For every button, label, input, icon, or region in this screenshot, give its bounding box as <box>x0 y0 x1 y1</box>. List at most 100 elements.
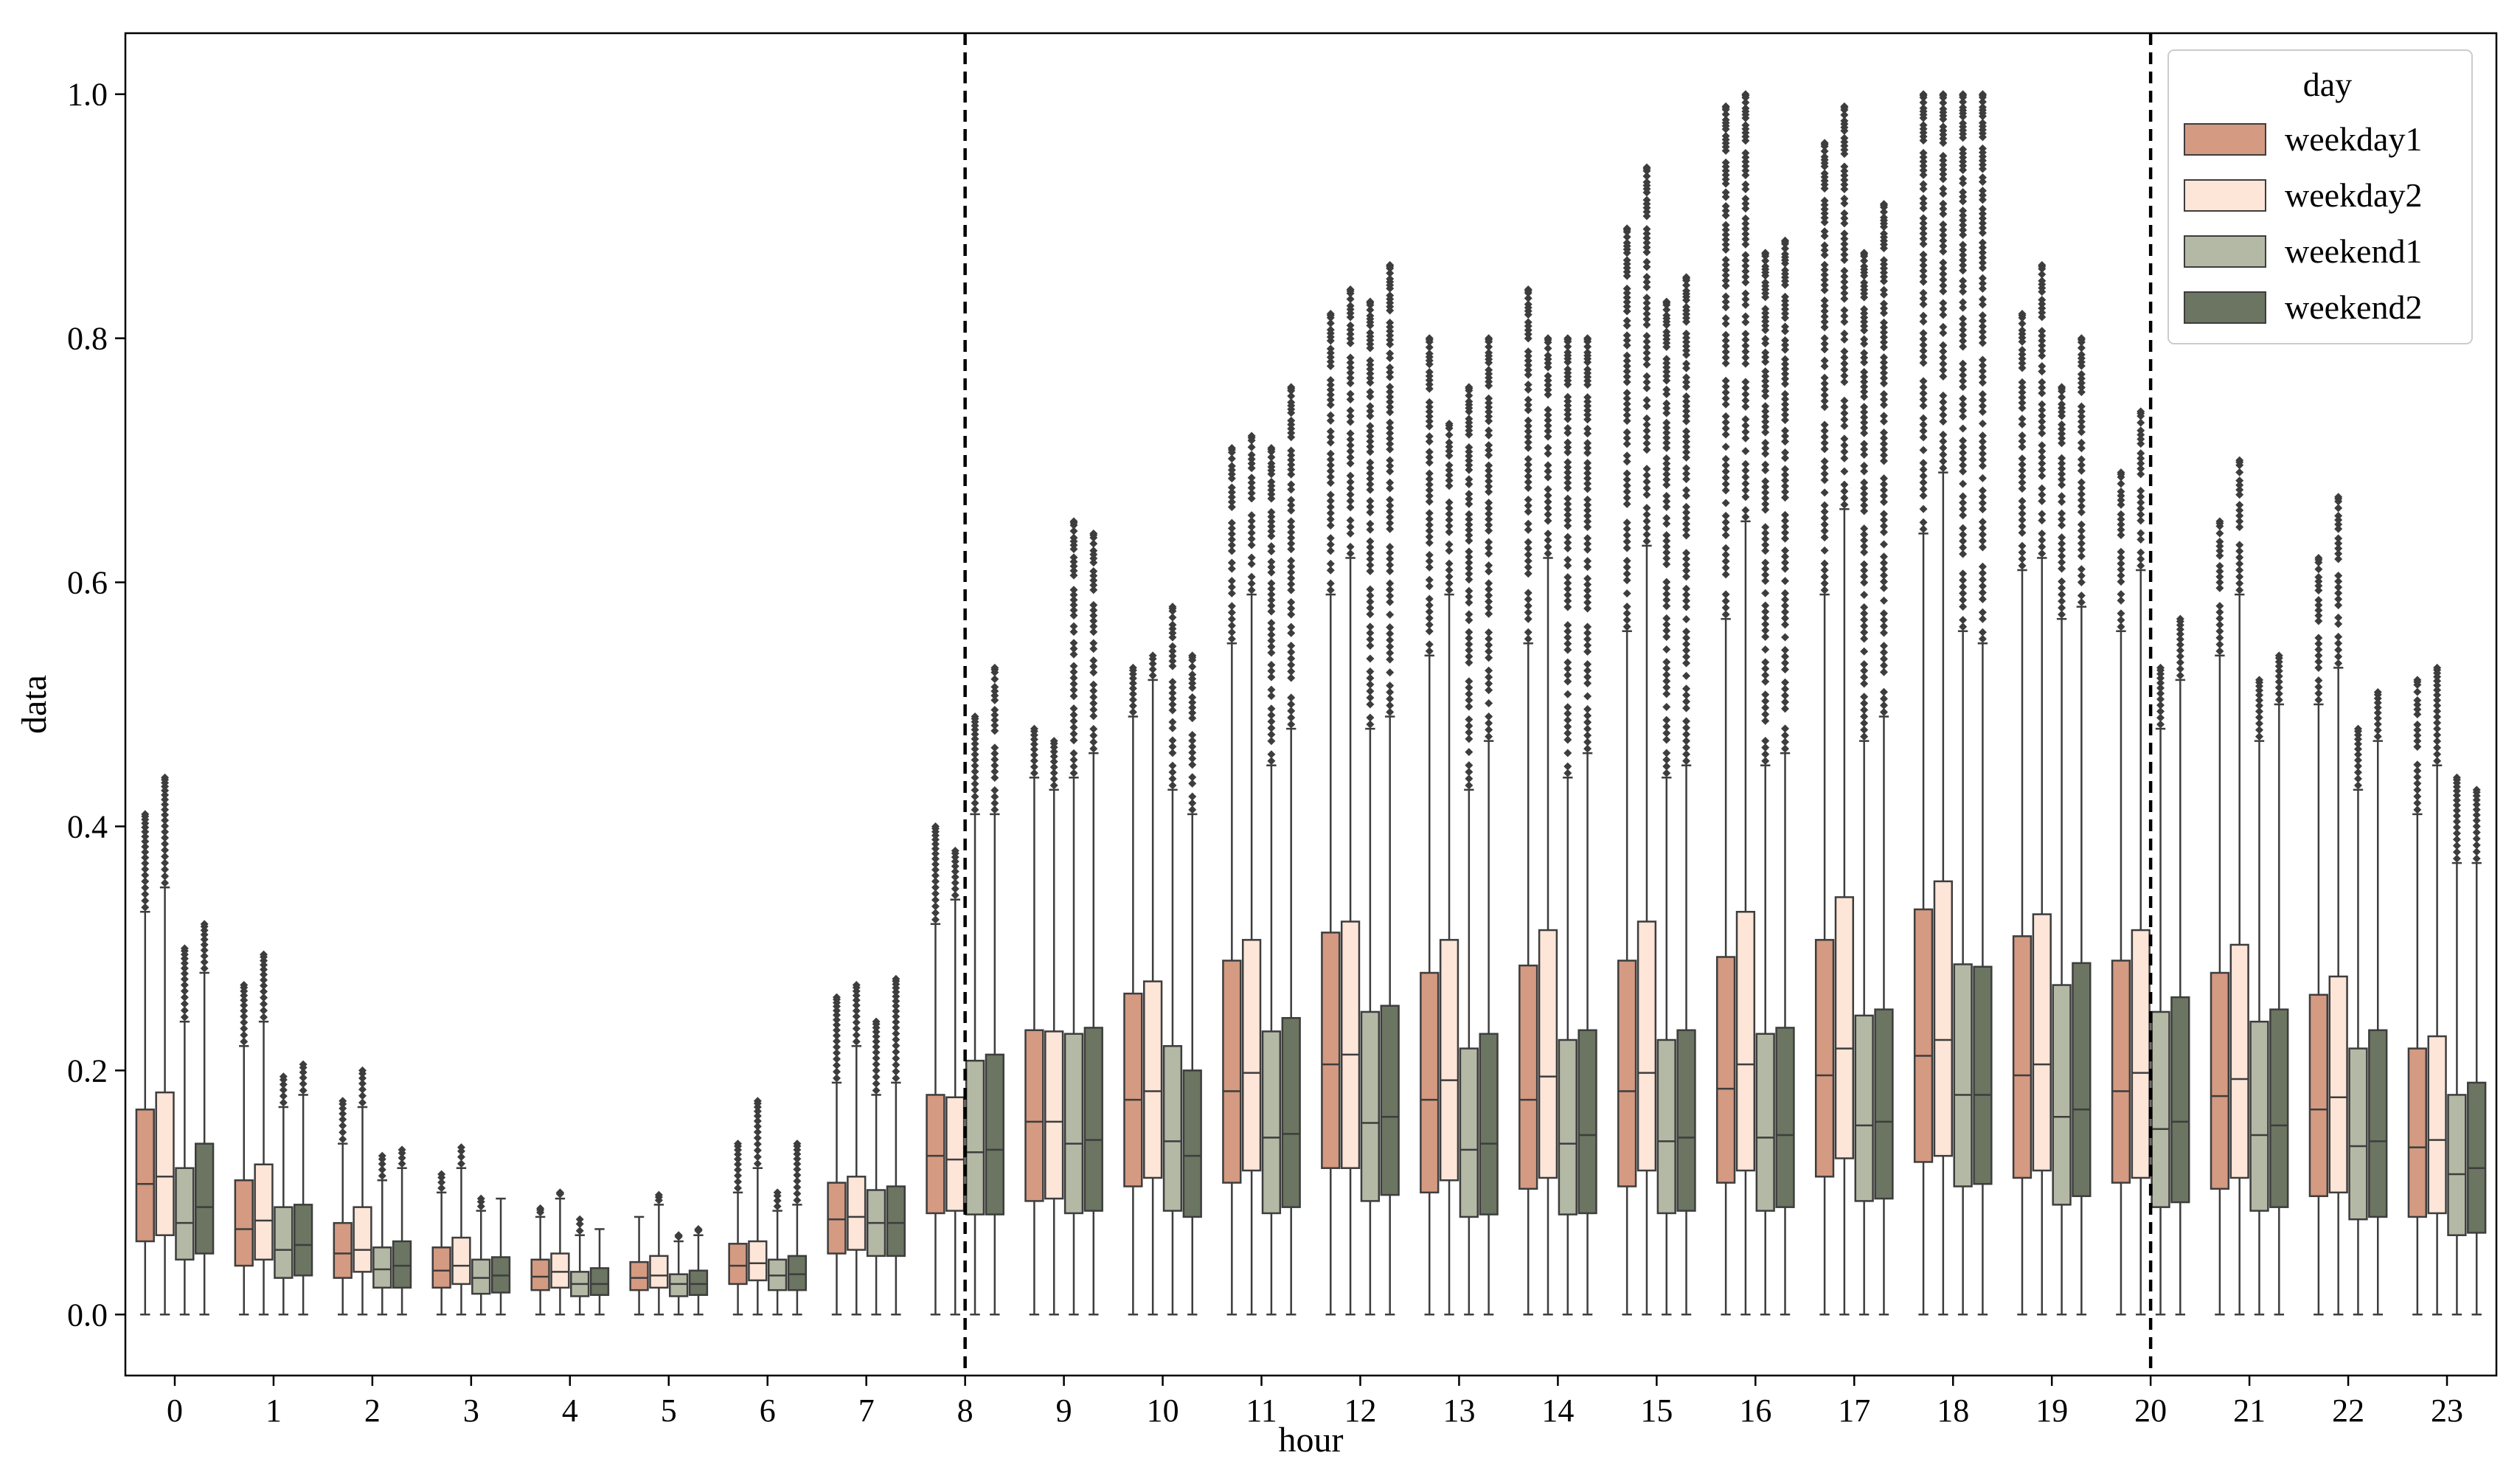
outlier-point <box>2314 596 2323 605</box>
outlier-point <box>1761 386 1770 395</box>
outlier-point <box>734 1184 743 1193</box>
outlier-point <box>1287 539 1296 548</box>
outlier-point <box>1485 441 1493 450</box>
outlier-point <box>2077 478 2086 487</box>
outlier-point <box>2038 542 2047 551</box>
box-weekday1-hour-8 <box>926 822 945 1316</box>
outlier-point <box>1622 488 1631 496</box>
outlier-point <box>1267 590 1276 599</box>
outlier-point <box>1860 252 1869 260</box>
outlier-point <box>1267 542 1276 551</box>
outlier-point <box>1386 623 1395 632</box>
outlier-point <box>1820 420 1829 429</box>
outlier-point <box>1959 216 1968 225</box>
outlier-point <box>1425 380 1434 389</box>
outlier-point <box>1227 634 1236 643</box>
outlier-point <box>1741 171 1750 180</box>
outlier-point <box>1860 647 1869 656</box>
outlier-point <box>1761 407 1770 416</box>
outlier-point <box>1939 299 1948 308</box>
outlier-point <box>1761 710 1770 718</box>
outlier-point <box>1721 110 1730 119</box>
outlier-point <box>1939 404 1948 413</box>
box-weekday1-hour-2 <box>333 1097 353 1316</box>
box-body <box>787 1255 808 1291</box>
outlier-point <box>1287 568 1296 577</box>
outlier-point <box>1168 781 1177 790</box>
outlier-point <box>1465 634 1474 642</box>
box-body <box>2032 913 2052 1172</box>
outlier-point <box>260 976 268 985</box>
outlier-point <box>1781 379 1789 388</box>
outlier-point <box>892 1067 900 1076</box>
outlier-point <box>1445 516 1454 524</box>
outlier-point <box>1622 307 1631 316</box>
outlier-point <box>1761 697 1770 706</box>
outlier-point <box>1761 257 1770 266</box>
outlier-point <box>1188 708 1197 717</box>
outlier-point <box>1563 670 1572 679</box>
outlier-point <box>1860 615 1869 624</box>
outlier-point <box>1879 244 1888 253</box>
outlier-point <box>1425 515 1434 524</box>
outlier-point <box>1425 469 1434 478</box>
outlier-point <box>2077 402 2086 411</box>
outlier-point <box>2235 553 2244 562</box>
outlier-point <box>1642 229 1651 238</box>
outlier-point <box>1761 417 1770 426</box>
outlier-point <box>1168 633 1177 642</box>
outlier-point <box>1524 395 1533 404</box>
outlier-point <box>2472 834 2481 843</box>
outlier-point <box>1959 576 1968 585</box>
outlier-point <box>1168 689 1177 698</box>
outlier-point <box>2413 792 2422 801</box>
outlier-point <box>1721 297 1730 306</box>
outlier-point <box>2235 481 2244 490</box>
outlier-point <box>1860 726 1869 735</box>
outlier-point <box>1287 429 1296 437</box>
outlier-point <box>931 889 940 898</box>
outlier-point <box>358 1074 367 1083</box>
outlier-point <box>1227 564 1236 573</box>
outlier-point <box>1188 792 1197 801</box>
outlier-point <box>1563 516 1572 525</box>
outlier-point <box>1642 490 1651 499</box>
outlier-point <box>1622 428 1631 437</box>
outlier-point <box>793 1154 802 1163</box>
outlier-point <box>1721 230 1730 239</box>
outlier-point <box>1386 440 1395 448</box>
box-weekend1-hour-13 <box>1459 383 1479 1316</box>
outlier-point <box>734 1145 743 1154</box>
outlier-point <box>2038 490 2047 499</box>
outlier-point <box>1939 264 1948 273</box>
outlier-point <box>1524 356 1533 365</box>
outlier-point <box>1089 586 1098 594</box>
outlier-point <box>1267 619 1276 628</box>
outlier-point <box>1978 614 1987 623</box>
outlier-point <box>1524 466 1533 475</box>
outlier-point <box>1682 750 1691 759</box>
outlier-point <box>1346 522 1355 531</box>
outlier-point <box>1978 431 1987 440</box>
outlier-point <box>1069 755 1078 764</box>
outlier-point <box>2058 590 2066 599</box>
outlier-point <box>1465 569 1474 578</box>
outlier-point <box>1978 214 1987 223</box>
outlier-point <box>1485 412 1493 421</box>
outlier-point <box>1879 304 1888 313</box>
outlier-point <box>1465 558 1474 567</box>
outlier-point <box>1959 492 1968 501</box>
outlier-point <box>1919 335 1928 344</box>
outlier-point <box>1267 673 1276 681</box>
outlier-point <box>1642 426 1651 435</box>
outlier-point <box>2038 351 2047 360</box>
outlier-point <box>1919 214 1928 223</box>
outlier-point <box>1781 601 1789 610</box>
outlier-point <box>260 987 268 996</box>
outlier-point <box>1662 729 1671 738</box>
outlier-point <box>1959 149 1968 158</box>
outlier-point <box>1840 209 1849 218</box>
outlier-point <box>1741 473 1750 482</box>
outlier-point <box>1563 521 1572 530</box>
outlier-point <box>1761 620 1770 628</box>
